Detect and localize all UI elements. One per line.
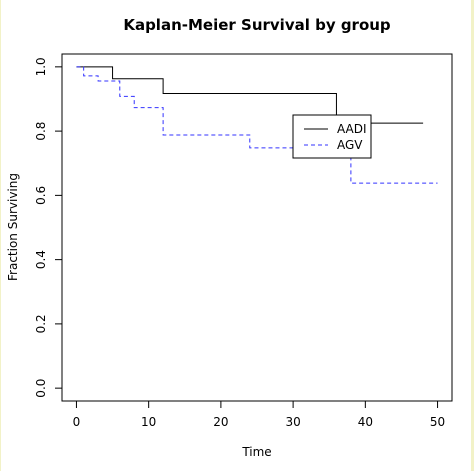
x-tick-label: 20 [213, 415, 228, 429]
legend: AADI AGV [292, 114, 372, 159]
x-tick-label: 0 [73, 415, 81, 429]
series-line-agv [76, 66, 438, 184]
legend-label-aadi: AADI [337, 122, 367, 136]
legend-box [292, 114, 372, 159]
y-tick-label: 0.8 [34, 122, 48, 141]
x-tick-label: 30 [285, 415, 300, 429]
y-axis-label: Fraction Surviving [6, 173, 20, 281]
y-tick-label: 0.2 [34, 314, 48, 333]
x-tick-label: 50 [430, 415, 445, 429]
y-tick-label: 0.4 [34, 250, 48, 269]
legend-label-agv: AGV [337, 138, 363, 152]
y-tick-label: 0.0 [34, 379, 48, 398]
x-axis: 0 10 20 30 40 50 [73, 400, 445, 429]
y-axis: 0.0 0.2 0.4 0.6 0.8 1.0 [34, 57, 63, 398]
y-tick-label: 1.0 [34, 57, 48, 76]
x-axis-label: Time [241, 445, 271, 459]
chart-title: Kaplan-Meier Survival by group [123, 16, 391, 34]
plot-frame [61, 53, 453, 402]
y-tick-label: 0.6 [34, 186, 48, 205]
series-layer [76, 66, 438, 184]
x-tick-label: 40 [358, 415, 373, 429]
x-tick-label: 10 [141, 415, 156, 429]
